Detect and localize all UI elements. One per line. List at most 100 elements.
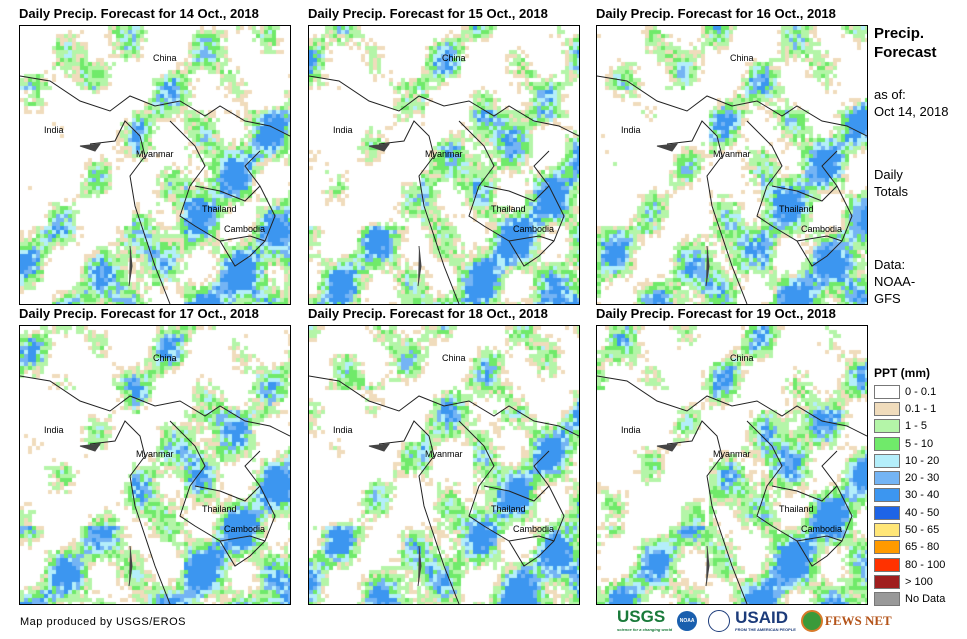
legend-swatch (874, 436, 900, 451)
legend-label: 40 - 50 (905, 506, 940, 519)
place-label-china: China (153, 53, 177, 63)
usaid-logo: USAID FROM THE AMERICAN PEOPLE (735, 607, 796, 632)
panel-title: Daily Precip. Forecast for 18 Oct., 2018 (308, 306, 548, 321)
place-label-china: China (442, 53, 466, 63)
place-label-thailand: Thailand (779, 204, 814, 214)
legend-item: 40 - 50 (874, 504, 945, 521)
place-label-myanmar: Myanmar (136, 149, 174, 159)
country-borders (20, 375, 290, 604)
place-label-cambodia: Cambodia (513, 224, 555, 234)
place-label-china: China (153, 353, 177, 363)
legend-label: > 100 (905, 575, 933, 588)
legend-item: > 100 (874, 573, 945, 590)
place-label-myanmar: Myanmar (425, 449, 463, 459)
place-label-cambodia: Cambodia (513, 524, 555, 534)
legend-swatch (874, 401, 900, 416)
legend-item: 0.1 - 1 (874, 400, 945, 417)
legend-item: 20 - 30 (874, 469, 945, 486)
usaid-seal-icon (708, 610, 731, 632)
logos: USGS science for a changing world NOAA US… (617, 608, 892, 634)
legend-item: 10 - 20 (874, 452, 945, 469)
legend-swatch (874, 505, 900, 520)
footer-credit: Map produced by USGS/EROS (20, 616, 186, 628)
legend-swatch (874, 592, 900, 607)
panel-title: Daily Precip. Forecast for 15 Oct., 2018 (308, 6, 548, 21)
legend-label: 30 - 40 (905, 489, 940, 502)
legend-swatch (874, 574, 900, 589)
legend-item: No Data (874, 591, 945, 608)
precip-map: China India Myanmar Thailand Cambodia (19, 325, 291, 605)
place-label-myanmar: Myanmar (713, 149, 751, 159)
legend: PPT (mm) 0 - 0.1 0.1 - 1 1 - 5 5 - 10 10 - 2… (874, 366, 945, 608)
place-label-china: China (730, 353, 754, 363)
legend-label: 50 - 65 (905, 524, 940, 537)
panel-title: Daily Precip. Forecast for 19 Oct., 2018 (596, 306, 836, 321)
precip-raster (20, 26, 290, 304)
precip-map: China India Myanmar Thailand Cambodia (596, 325, 868, 605)
legend-label: 10 - 20 (905, 454, 940, 467)
legend-swatch (874, 419, 900, 434)
precip-map: China India Myanmar Thailand Cambodia (19, 25, 291, 305)
legend-item: 80 - 100 (874, 556, 945, 573)
precip-raster (597, 326, 867, 604)
legend-label: 20 - 30 (905, 472, 940, 485)
place-label-thailand: Thailand (202, 204, 237, 214)
legend-swatch (874, 557, 900, 572)
precip-map: China India Myanmar Thailand Cambodia (308, 25, 580, 305)
noaa-logo: NOAA (677, 611, 698, 631)
country-borders (309, 75, 579, 304)
legend-item: 1 - 5 (874, 418, 945, 435)
legend-swatch (874, 540, 900, 555)
legend-label: 0.1 - 1 (905, 402, 937, 415)
country-borders (20, 75, 290, 304)
precip-map: China India Myanmar Thailand Cambodia (596, 25, 868, 305)
place-label-thailand: Thailand (202, 504, 237, 514)
legend-label: 0 - 0.1 (905, 385, 937, 398)
place-label-myanmar: Myanmar (713, 449, 751, 459)
place-label-myanmar: Myanmar (425, 149, 463, 159)
daily-totals: Daily Totals (874, 167, 908, 199)
sidebar-title: Precip. Forecast (874, 25, 937, 61)
legend-item: 0 - 0.1 (874, 383, 945, 400)
place-label-china: China (442, 353, 466, 363)
precip-raster (309, 26, 579, 304)
precip-raster (597, 26, 867, 304)
place-label-thailand: Thailand (491, 504, 526, 514)
legend-label: 80 - 100 (905, 558, 946, 571)
legend-swatch (874, 453, 900, 468)
place-label-india: India (621, 425, 641, 435)
precip-raster (309, 326, 579, 604)
country-borders (309, 375, 579, 604)
data-source: Data: NOAA- GFS (874, 257, 916, 306)
fews-net-logo: FEWS NET (800, 610, 892, 632)
as-of: as of: Oct 14, 2018 (874, 87, 949, 119)
legend-label: 65 - 80 (905, 541, 940, 554)
legend-item: 65 - 80 (874, 539, 945, 556)
place-label-china: China (730, 53, 754, 63)
legend-item: 30 - 40 (874, 487, 945, 504)
legend-item: 5 - 10 (874, 435, 945, 452)
panel-title: Daily Precip. Forecast for 16 Oct., 2018 (596, 6, 836, 21)
legend-swatch (874, 384, 900, 399)
place-label-india: India (621, 125, 641, 135)
legend-swatch (874, 471, 900, 486)
country-borders (597, 375, 867, 604)
legend-title: PPT (mm) (874, 366, 931, 380)
legend-label: 1 - 5 (905, 420, 928, 433)
place-label-india: India (333, 425, 353, 435)
place-label-myanmar: Myanmar (136, 449, 174, 459)
legend-item: 50 - 65 (874, 521, 945, 538)
place-label-thailand: Thailand (491, 204, 526, 214)
precip-map: China India Myanmar Thailand Cambodia (308, 325, 580, 605)
place-label-cambodia: Cambodia (224, 224, 266, 234)
place-label-cambodia: Cambodia (801, 524, 843, 534)
place-label-cambodia: Cambodia (801, 224, 843, 234)
usgs-logo: USGS science for a changing world (617, 607, 673, 632)
legend-swatch (874, 523, 900, 538)
panel-title: Daily Precip. Forecast for 14 Oct., 2018 (19, 6, 259, 21)
place-label-india: India (333, 125, 353, 135)
place-label-thailand: Thailand (779, 504, 814, 514)
precip-raster (20, 326, 290, 604)
legend-label: No Data (905, 593, 946, 606)
place-label-india: India (44, 425, 64, 435)
